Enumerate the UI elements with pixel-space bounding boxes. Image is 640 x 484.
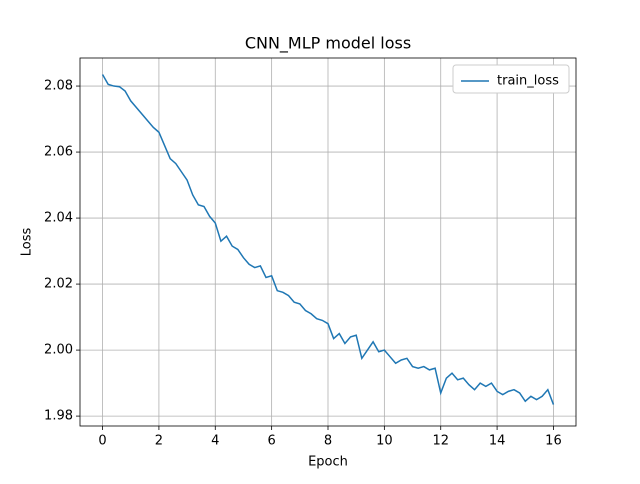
y-tick-label: 2.06 bbox=[44, 145, 73, 160]
chart-title: CNN_MLP model loss bbox=[245, 34, 411, 54]
x-tick-label: 12 bbox=[432, 434, 449, 449]
line-series bbox=[101, 74, 555, 405]
x-tick-label: 0 bbox=[98, 434, 106, 449]
y-tick-label: 2.04 bbox=[44, 211, 73, 226]
x-tick-label: 4 bbox=[211, 434, 219, 449]
x-axis-label: Epoch bbox=[308, 455, 348, 470]
x-tick-label: 6 bbox=[267, 434, 275, 449]
y-tick-label: 2.00 bbox=[44, 343, 73, 358]
x-tick-label: 14 bbox=[489, 434, 506, 449]
legend-label: train_loss bbox=[497, 74, 559, 89]
y-axis-label: Loss bbox=[20, 228, 35, 257]
y-tick-label: 2.08 bbox=[44, 79, 73, 94]
x-tick-label: 10 bbox=[376, 434, 393, 449]
x-tick-label: 8 bbox=[324, 434, 332, 449]
x-tick-label: 2 bbox=[155, 434, 163, 449]
y-tick-label: 2.02 bbox=[44, 277, 73, 292]
y-tick-label: 1.98 bbox=[44, 409, 73, 424]
plot-frame bbox=[79, 57, 577, 427]
x-tick-label: 16 bbox=[545, 434, 562, 449]
legend-box bbox=[452, 64, 570, 94]
